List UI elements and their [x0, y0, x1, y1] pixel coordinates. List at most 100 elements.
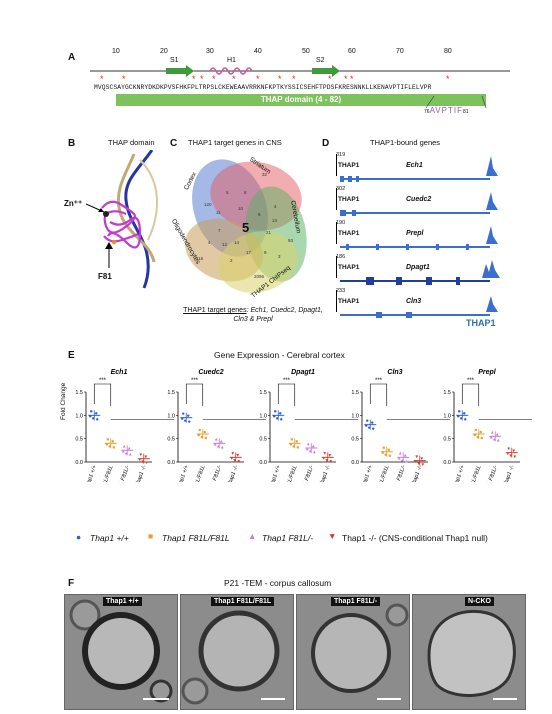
x-tick-label: Thap1 +/+	[84, 464, 98, 482]
data-point	[181, 417, 184, 420]
sig-bracket	[461, 383, 480, 406]
data-point	[220, 445, 224, 449]
x-tick-label: Thap1 F81L/-	[206, 464, 223, 482]
legend-label: Thap1 -/- (CNS-conditional Thap1 null)	[342, 533, 488, 543]
track-legend: THAP1	[466, 318, 496, 328]
data-point	[295, 440, 298, 443]
tick: 70	[396, 48, 404, 55]
x-tick-label: Thap1 F81L/-	[390, 464, 407, 482]
track: 186 THAP1 Dpagt1	[336, 254, 508, 286]
data-point	[311, 444, 315, 448]
y-tick-label: 0.0	[167, 460, 175, 466]
f81-label: F81	[98, 272, 112, 281]
legend-label: Thap1 +/+	[90, 533, 129, 543]
data-point	[230, 457, 234, 460]
peak	[482, 260, 500, 278]
y-tick-label: 0.5	[351, 437, 359, 443]
sig-stars: ***	[99, 378, 107, 384]
data-point	[366, 419, 369, 422]
data-point	[415, 455, 419, 458]
data-point	[506, 452, 510, 456]
track: 190 THAP1 Prepl	[336, 220, 508, 252]
sig-stars: ***	[283, 378, 291, 384]
panel-d-label: D	[322, 138, 330, 149]
data-point	[325, 459, 329, 462]
x-tick-label: Thap1 +/+	[268, 464, 282, 482]
data-point	[384, 453, 387, 456]
tem-images: Thap1 +/+ Thap1 F81L/F81L Thap1 F81L/- N…	[64, 594, 544, 710]
data-point	[403, 453, 407, 457]
data-point	[509, 454, 513, 458]
data-point	[476, 435, 479, 439]
h1-helix	[209, 67, 253, 75]
data-point	[371, 421, 374, 424]
motif-end: 81	[462, 109, 469, 115]
data-point	[397, 456, 401, 460]
venn-center-count: 5	[242, 220, 250, 235]
thap-domain-structure	[101, 150, 158, 289]
protein-sequence: MVQSCSAYGCKNRYDKDKPVSFHKFPLTRPSLCKEWEAAV…	[94, 84, 432, 91]
x-tick-label: Thap1 F81L/-	[482, 464, 499, 482]
tick: 80	[444, 48, 452, 55]
chart-title: Cln3	[387, 369, 402, 376]
tick: 10	[112, 48, 120, 55]
data-point	[479, 430, 482, 434]
data-point	[329, 460, 333, 463]
secondary-structure	[90, 65, 510, 77]
data-point	[417, 462, 421, 465]
data-point	[128, 452, 132, 456]
y-tick-label: 0.5	[443, 437, 451, 443]
y-tick-label: 1.0	[75, 413, 83, 419]
data-point	[308, 449, 312, 453]
y-tick-label: 1.5	[351, 390, 359, 396]
data-point	[274, 410, 277, 413]
x-tick-label: Thap1 -/-	[502, 464, 515, 482]
panel-d-title: THAP1-bound genes	[370, 138, 441, 147]
data-point	[328, 454, 332, 457]
data-point	[96, 418, 99, 421]
data-point	[473, 433, 476, 437]
data-point	[233, 459, 237, 462]
data-point	[111, 440, 114, 443]
y-tick-label: 0.0	[443, 460, 451, 466]
data-point	[457, 415, 460, 418]
sig-bracket	[369, 383, 388, 406]
data-point	[512, 449, 516, 453]
y-tick-label: 1.5	[167, 390, 175, 396]
data-point	[141, 460, 145, 464]
data-point	[213, 442, 217, 446]
x-tick-label: Thap1 +/+	[176, 464, 190, 482]
caption-genes: : Ech1, Cuedc2, Dpagt1, Cln3 & Prepl	[233, 307, 323, 323]
s1-label: S1	[170, 57, 179, 64]
data-point	[460, 417, 463, 420]
tem-tag: Thap1 +/+	[103, 597, 142, 606]
data-point	[237, 460, 241, 463]
data-point	[464, 418, 467, 421]
data-point	[184, 419, 187, 422]
data-point	[480, 436, 483, 440]
data-point	[144, 455, 148, 459]
x-tick-label: Thap1 F81L/-	[298, 464, 315, 482]
data-point	[182, 412, 185, 415]
data-point	[414, 460, 418, 463]
venn-caption: THAP1 target genes: Ech1, Cuedc2, Dpagt1…	[178, 306, 328, 324]
data-point	[292, 445, 295, 448]
data-point	[474, 428, 477, 432]
legend-marker: ●	[76, 532, 82, 542]
tick: 20	[160, 48, 168, 55]
thap1-tracks: 319 THAP1 Ech1 302 THAP1 Cuedc2 190 THAP…	[336, 152, 508, 322]
venn-region-counts: 120 32 93 116 2096 5 8 4 7 3 2 9 11 6 14…	[196, 172, 294, 279]
data-point	[368, 426, 371, 429]
y-tick-label: 1.5	[75, 390, 83, 396]
data-point	[381, 451, 384, 454]
residue-ticks: 10 20 30 40 50 60 70 80	[90, 48, 510, 60]
data-point	[219, 439, 223, 443]
f81-arrow	[105, 242, 113, 268]
track: 319 THAP1 Ech1	[336, 152, 508, 184]
sig-bracket	[277, 383, 296, 406]
chart-title: Ech1	[111, 369, 128, 376]
tick: 40	[254, 48, 262, 55]
thap-domain-bar: THAP domain (4 - 82)	[116, 94, 486, 106]
data-point	[214, 437, 218, 441]
panel-b-label: B	[68, 138, 76, 149]
